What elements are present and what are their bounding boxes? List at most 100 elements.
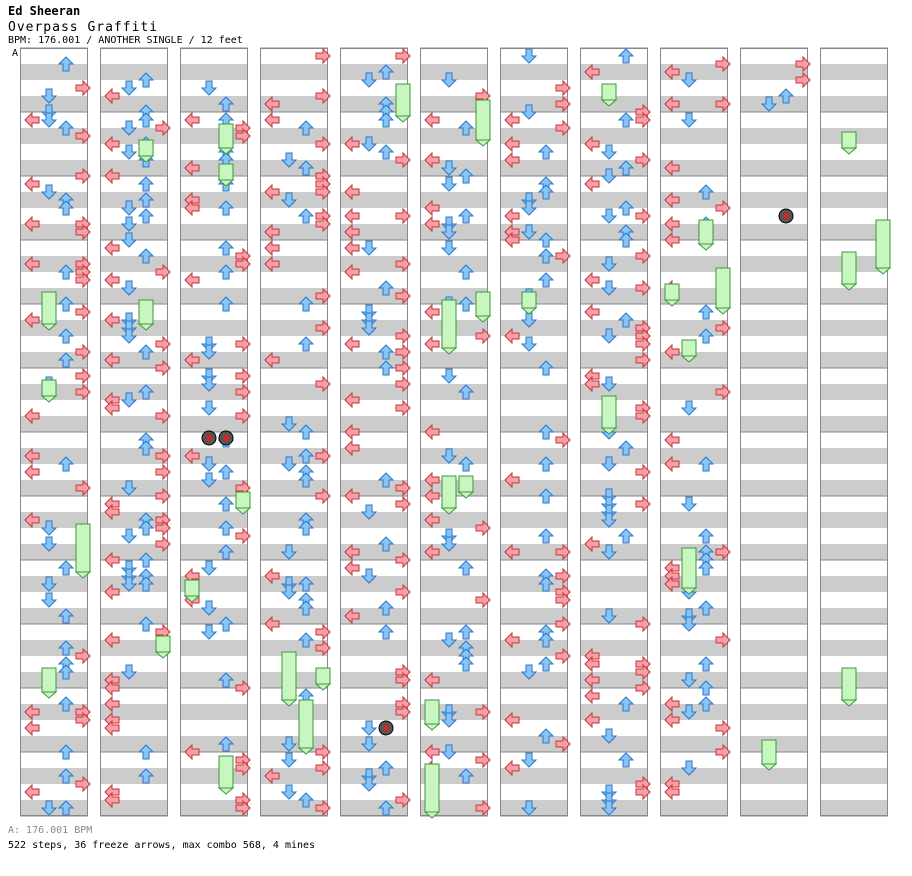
right-arrow	[715, 199, 731, 217]
left-arrow	[664, 63, 680, 81]
down-arrow	[440, 632, 458, 648]
down-arrow	[120, 328, 138, 344]
left-arrow	[664, 783, 680, 801]
left-arrow	[424, 743, 440, 761]
up-arrow	[217, 616, 235, 632]
left-arrow	[184, 199, 200, 217]
right-arrow	[555, 647, 571, 665]
right-arrow	[395, 703, 411, 721]
up-arrow	[217, 544, 235, 560]
freeze-arrow	[40, 379, 58, 403]
down-arrow	[360, 504, 378, 520]
up-arrow	[137, 192, 155, 208]
right-arrow	[75, 343, 91, 361]
down-arrow	[40, 800, 58, 816]
chart-stats: 522 steps, 36 freeze arrows, max combo 5…	[8, 840, 316, 851]
down-arrow	[280, 544, 298, 560]
down-arrow	[680, 112, 698, 128]
down-arrow	[120, 216, 138, 232]
up-arrow	[297, 336, 315, 352]
right-arrow	[155, 447, 171, 465]
right-arrow	[395, 791, 411, 809]
down-arrow	[440, 224, 458, 240]
up-arrow	[537, 576, 555, 592]
right-arrow	[555, 591, 571, 609]
down-arrow	[120, 664, 138, 680]
right-arrow	[395, 151, 411, 169]
left-arrow	[24, 311, 40, 329]
left-arrow	[24, 783, 40, 801]
down-arrow	[680, 672, 698, 688]
down-arrow	[200, 624, 218, 640]
up-arrow	[297, 160, 315, 176]
up-arrow	[457, 120, 475, 136]
left-arrow	[584, 63, 600, 81]
left-arrow	[184, 743, 200, 761]
up-arrow	[537, 488, 555, 504]
right-arrow	[395, 359, 411, 377]
down-arrow	[120, 232, 138, 248]
down-arrow	[600, 280, 618, 296]
up-arrow	[457, 296, 475, 312]
up-arrow	[217, 264, 235, 280]
up-arrow	[777, 88, 795, 104]
right-arrow	[555, 95, 571, 113]
right-arrow	[395, 287, 411, 305]
up-arrow	[377, 536, 395, 552]
left-arrow	[424, 423, 440, 441]
up-arrow	[137, 112, 155, 128]
up-arrow	[457, 168, 475, 184]
down-arrow	[200, 400, 218, 416]
up-arrow	[57, 56, 75, 72]
right-arrow	[395, 343, 411, 361]
right-arrow	[155, 519, 171, 537]
left-arrow	[504, 631, 520, 649]
down-arrow	[360, 776, 378, 792]
right-arrow	[395, 583, 411, 601]
right-arrow	[315, 743, 331, 761]
down-arrow	[120, 392, 138, 408]
down-arrow	[280, 584, 298, 600]
down-arrow	[280, 192, 298, 208]
freeze-arrow	[137, 139, 155, 163]
left-arrow	[584, 687, 600, 705]
up-arrow	[297, 576, 315, 592]
right-arrow	[555, 567, 571, 585]
right-arrow	[795, 55, 811, 73]
up-arrow	[617, 440, 635, 456]
left-arrow	[104, 87, 120, 105]
left-arrow	[264, 223, 280, 241]
down-arrow	[360, 568, 378, 584]
right-arrow	[395, 207, 411, 225]
up-arrow	[697, 696, 715, 712]
up-arrow	[457, 384, 475, 400]
left-arrow	[24, 703, 40, 721]
right-arrow	[635, 247, 651, 265]
left-arrow	[24, 111, 40, 129]
left-arrow	[344, 439, 360, 457]
left-arrow	[24, 407, 40, 425]
right-arrow	[635, 615, 651, 633]
left-arrow	[104, 679, 120, 697]
left-arrow	[424, 335, 440, 353]
up-arrow	[617, 312, 635, 328]
right-arrow	[155, 535, 171, 553]
right-arrow	[475, 519, 491, 537]
left-arrow	[104, 351, 120, 369]
up-arrow	[297, 424, 315, 440]
up-arrow	[377, 624, 395, 640]
right-arrow	[235, 759, 251, 777]
down-arrow	[120, 576, 138, 592]
down-arrow	[440, 712, 458, 728]
down-arrow	[440, 72, 458, 88]
down-arrow	[360, 736, 378, 752]
up-arrow	[617, 112, 635, 128]
left-arrow	[264, 767, 280, 785]
left-arrow	[184, 271, 200, 289]
up-arrow	[457, 768, 475, 784]
down-arrow	[360, 136, 378, 152]
right-arrow	[235, 383, 251, 401]
artist-name: Ed Sheeran	[8, 4, 81, 18]
up-arrow	[697, 528, 715, 544]
down-arrow	[760, 96, 778, 112]
